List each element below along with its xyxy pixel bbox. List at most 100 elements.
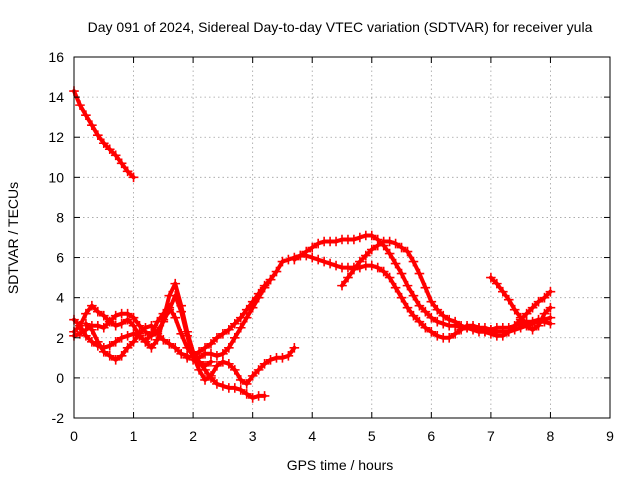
data-point [331, 260, 341, 271]
data-point [218, 357, 228, 367]
data-point [128, 320, 139, 331]
data-point [110, 150, 121, 161]
data-point [533, 320, 544, 331]
data-point [75, 100, 85, 110]
data-point [176, 349, 186, 359]
data-point [533, 296, 544, 307]
data-point [283, 351, 294, 361]
x-tick-label: 2 [189, 428, 197, 444]
data-point [116, 332, 127, 343]
data-point [230, 383, 240, 393]
data-point [164, 302, 175, 313]
y-tick-label: 2 [56, 330, 64, 346]
series-line [185, 253, 553, 360]
data-point [390, 238, 401, 249]
data-point [313, 254, 323, 265]
data-point [146, 320, 157, 331]
data-point [241, 312, 252, 323]
data-point [414, 268, 425, 279]
y-tick-label: 6 [56, 250, 64, 266]
data-point [110, 355, 121, 365]
data-point [247, 302, 258, 313]
data-point [545, 302, 556, 313]
data-point [289, 343, 300, 353]
data-point [378, 266, 389, 277]
x-tick-label: 4 [308, 428, 316, 444]
data-point [128, 336, 139, 347]
data-point [188, 355, 198, 365]
data-point [116, 351, 127, 361]
data-point [182, 353, 192, 363]
x-tick-label: 7 [487, 428, 495, 444]
data-point [87, 300, 97, 311]
data-point [509, 324, 520, 335]
data-point [104, 351, 115, 361]
data-point [408, 256, 419, 267]
data-point [301, 246, 312, 257]
data-point [212, 332, 222, 343]
data-point [331, 236, 341, 247]
data-point [75, 320, 85, 331]
data-point [307, 242, 318, 253]
data-point [438, 318, 449, 329]
data-point [230, 318, 240, 329]
data-point [212, 361, 222, 371]
data-point [116, 318, 127, 329]
data-point [289, 254, 300, 265]
data-point [81, 110, 91, 120]
data-point [492, 278, 502, 289]
data-point [444, 332, 454, 343]
data-point [93, 306, 103, 317]
data-point [235, 322, 246, 333]
data-point [503, 294, 514, 305]
data-point [176, 306, 186, 317]
grid-lines [74, 57, 610, 418]
data-point [218, 328, 228, 339]
data-point [218, 349, 228, 359]
data-point [253, 292, 264, 303]
data-point [259, 391, 270, 401]
data-point [366, 244, 377, 255]
data-point [206, 357, 216, 367]
data-point [122, 166, 133, 177]
series-arc-1 [69, 86, 139, 183]
series-line [72, 89, 136, 180]
data-point [247, 393, 258, 403]
data-point [420, 306, 431, 317]
chart-title: Day 091 of 2024, Sidereal Day-to-day VTE… [88, 19, 593, 35]
data-point [98, 310, 109, 321]
data-point [432, 330, 443, 341]
data-point [182, 330, 192, 341]
data-point [408, 310, 419, 321]
y-tick-label: 10 [48, 169, 64, 185]
data-point [259, 359, 270, 369]
data-point [170, 278, 181, 289]
data-point [170, 312, 181, 323]
data-point [158, 308, 169, 319]
data-point [402, 280, 413, 291]
data-point [116, 158, 127, 169]
data-point [200, 361, 210, 371]
data-point [450, 316, 460, 327]
data-point [140, 322, 151, 333]
data-point [545, 318, 556, 329]
y-axis-label: SDTVAR / TECUs [5, 182, 21, 294]
data-point [247, 371, 258, 381]
data-point [355, 256, 365, 267]
data-point [224, 324, 234, 335]
y-tick-label: 12 [48, 129, 64, 145]
data-point [230, 365, 240, 375]
data-point [396, 268, 407, 279]
data-point [509, 304, 520, 315]
data-point [414, 316, 425, 327]
data-point [235, 385, 246, 395]
data-point [349, 264, 359, 275]
data-point [170, 290, 181, 301]
data-point [98, 347, 109, 357]
data-point [384, 248, 395, 259]
data-point [414, 300, 425, 311]
data-point [140, 336, 151, 347]
data-point [206, 349, 216, 359]
series-arc-10 [486, 272, 556, 335]
